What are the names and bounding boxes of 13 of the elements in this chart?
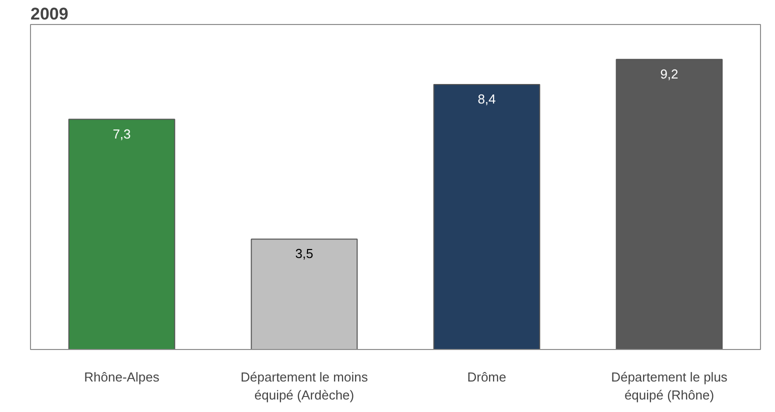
x-tick-label: Département le moins équipé (Ardèche) — [240, 370, 368, 402]
bar — [250, 238, 358, 350]
bar — [68, 118, 176, 350]
data-label: 9,2 — [660, 66, 678, 82]
data-label: 8,4 — [478, 92, 496, 107]
data-label: 3,5 — [295, 246, 314, 262]
chart-title: 2009 — [30, 4, 68, 24]
bar — [433, 84, 540, 350]
bar — [616, 58, 723, 350]
data-label: 7,3 — [112, 126, 131, 142]
x-tick-label: Drôme — [467, 370, 506, 384]
x-tick-label: Département le plus équipé (Rhône) — [611, 370, 728, 402]
x-tick-label: Rhône-Alpes — [84, 370, 160, 384]
